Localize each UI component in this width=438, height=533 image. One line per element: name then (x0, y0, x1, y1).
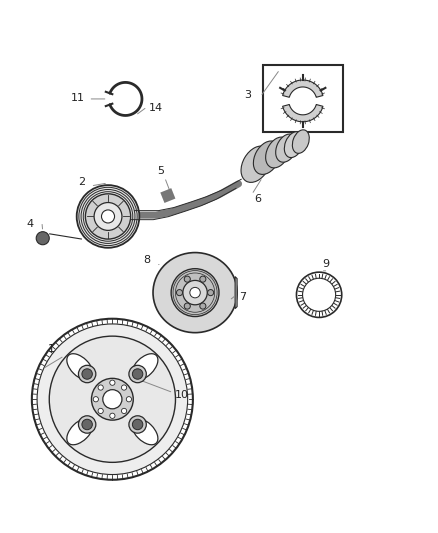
Circle shape (129, 416, 146, 433)
Circle shape (297, 272, 342, 318)
Circle shape (82, 419, 92, 430)
Text: 14: 14 (149, 103, 163, 112)
Circle shape (98, 385, 103, 390)
Text: 2: 2 (78, 176, 85, 187)
Circle shape (121, 408, 127, 414)
Circle shape (85, 194, 131, 239)
Ellipse shape (284, 132, 304, 158)
Polygon shape (235, 277, 237, 309)
Circle shape (303, 278, 336, 311)
Ellipse shape (265, 137, 290, 168)
Ellipse shape (254, 141, 280, 174)
Circle shape (129, 365, 146, 383)
Ellipse shape (292, 130, 309, 154)
Text: 7: 7 (240, 292, 247, 302)
Circle shape (171, 269, 219, 317)
Text: 10: 10 (175, 390, 189, 400)
Circle shape (190, 287, 200, 298)
Text: 1: 1 (48, 344, 55, 354)
Circle shape (32, 319, 193, 480)
Ellipse shape (67, 418, 93, 445)
Text: 3: 3 (244, 90, 251, 100)
Ellipse shape (131, 354, 158, 380)
Ellipse shape (67, 354, 93, 380)
Circle shape (49, 336, 176, 462)
Circle shape (200, 303, 206, 309)
Text: 11: 11 (71, 93, 85, 103)
Ellipse shape (131, 418, 158, 445)
Bar (262, 65, 343, 133)
Circle shape (98, 408, 103, 414)
Circle shape (200, 276, 206, 282)
Circle shape (132, 419, 143, 430)
Circle shape (94, 203, 122, 230)
Circle shape (184, 303, 191, 309)
Text: 8: 8 (144, 255, 151, 265)
Circle shape (126, 397, 131, 402)
Circle shape (110, 413, 115, 418)
Circle shape (177, 289, 183, 296)
Ellipse shape (153, 253, 237, 333)
Ellipse shape (241, 146, 271, 182)
Circle shape (78, 365, 96, 383)
Text: 9: 9 (322, 260, 329, 269)
Circle shape (77, 185, 139, 248)
Text: 6: 6 (254, 194, 261, 204)
Circle shape (82, 369, 92, 379)
Polygon shape (283, 80, 323, 98)
Text: 4: 4 (26, 219, 33, 229)
Circle shape (102, 210, 115, 223)
Circle shape (132, 369, 143, 379)
Text: 5: 5 (157, 166, 164, 176)
Circle shape (183, 280, 207, 305)
Polygon shape (283, 104, 323, 122)
Circle shape (78, 416, 96, 433)
Circle shape (37, 324, 187, 474)
Circle shape (36, 232, 49, 245)
Ellipse shape (276, 134, 297, 162)
Circle shape (92, 378, 133, 420)
Circle shape (103, 390, 122, 409)
Circle shape (208, 289, 214, 296)
Circle shape (184, 276, 191, 282)
Circle shape (110, 380, 115, 385)
Circle shape (93, 397, 99, 402)
Circle shape (121, 385, 127, 390)
